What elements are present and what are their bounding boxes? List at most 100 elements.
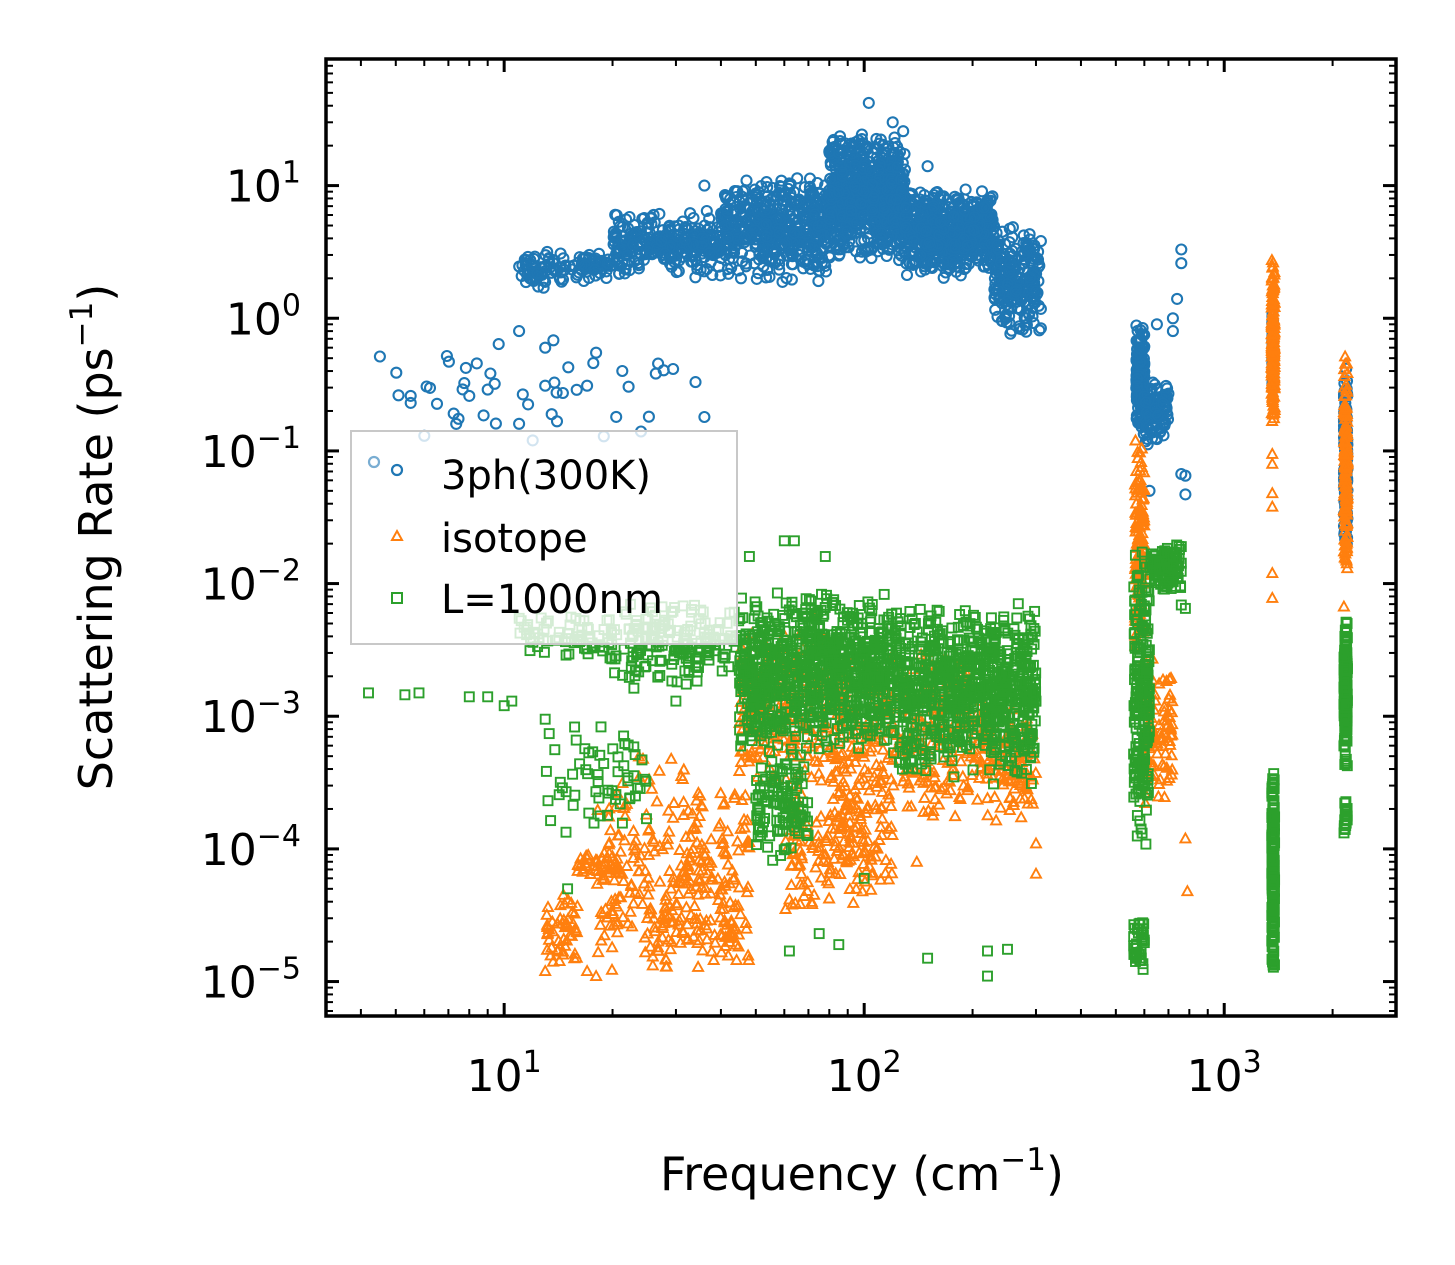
point-3ph (978, 237, 991, 250)
point-3ph (905, 187, 919, 200)
point-3ph (937, 191, 950, 204)
data-points-layer (363, 96, 1355, 982)
point-3ph (775, 238, 788, 251)
point-3ph (632, 259, 645, 272)
point-3ph (626, 238, 639, 251)
point-3ph (875, 227, 888, 240)
point-3ph (738, 231, 751, 244)
point-3ph (853, 138, 866, 151)
point-3ph (899, 201, 912, 214)
point-3ph (876, 152, 890, 165)
point-3ph (878, 201, 891, 214)
point-3ph (790, 195, 803, 209)
point-3ph (628, 218, 641, 232)
point-3ph (749, 240, 762, 253)
point-3ph (968, 210, 981, 224)
point-3ph (632, 253, 645, 266)
point-3ph (963, 224, 976, 238)
point-3ph (927, 199, 940, 212)
point-3ph (957, 233, 970, 246)
point-3ph (763, 270, 776, 283)
point-3ph (785, 273, 798, 286)
point-3ph (808, 208, 821, 221)
point-3ph (950, 194, 963, 207)
point-3ph (865, 243, 878, 256)
point-3ph (927, 255, 940, 269)
point-3ph (841, 225, 854, 238)
point-3ph (539, 275, 552, 288)
point-3ph (835, 165, 849, 178)
point-3ph (773, 226, 786, 239)
point-3ph (850, 216, 863, 230)
point-3ph (897, 125, 910, 138)
point-3ph (725, 261, 738, 274)
point-3ph (804, 239, 817, 253)
point-3ph (926, 261, 939, 275)
point-3ph (819, 265, 833, 278)
point-3ph (516, 259, 529, 272)
point-3ph (727, 196, 740, 209)
point-3ph (803, 172, 817, 185)
point-3ph (799, 224, 813, 237)
point-3ph (975, 185, 989, 198)
point-3ph (788, 227, 801, 240)
point-3ph (752, 253, 766, 266)
point-3ph (823, 213, 836, 226)
point-3ph (657, 252, 671, 265)
point-3ph (934, 216, 947, 229)
point-3ph (866, 178, 879, 191)
point-3ph (836, 210, 849, 223)
point-3ph (792, 248, 805, 261)
point-3ph (863, 164, 877, 177)
point-3ph (734, 272, 748, 285)
point-3ph (898, 163, 911, 176)
point-3ph (867, 191, 880, 205)
point-3ph (880, 249, 893, 263)
point-3ph (645, 217, 658, 230)
point-3ph (805, 187, 818, 200)
point-3ph (734, 209, 747, 222)
point-3ph (923, 236, 936, 249)
point-3ph (872, 164, 885, 177)
point-3ph (684, 207, 697, 220)
point-3ph (896, 180, 910, 193)
point-3ph (760, 230, 773, 243)
point-3ph (792, 193, 805, 206)
point-3ph (833, 130, 847, 143)
point-3ph (846, 147, 859, 160)
point-3ph (891, 161, 904, 174)
point-3ph (714, 269, 727, 282)
point-3ph (783, 178, 796, 191)
point-3ph (686, 248, 699, 261)
point-3ph (760, 217, 773, 230)
point-3ph (554, 247, 567, 260)
point-3ph (866, 203, 879, 216)
point-3ph (818, 229, 831, 242)
point-3ph (541, 245, 554, 258)
point-3ph (827, 133, 840, 146)
point-3ph (775, 187, 788, 201)
point-3ph (730, 190, 743, 204)
point-3ph (894, 173, 907, 187)
point-3ph (919, 197, 932, 210)
point-3ph (845, 141, 858, 154)
point-3ph (797, 262, 810, 275)
point-3ph (900, 221, 913, 234)
point-3ph (572, 256, 585, 269)
point-3ph (899, 209, 912, 222)
point-3ph (695, 240, 708, 253)
point-3ph (703, 221, 717, 234)
point-3ph (861, 213, 874, 226)
point-3ph (958, 193, 971, 206)
point-3ph (848, 180, 861, 193)
point-3ph (989, 303, 1002, 316)
point-3ph (721, 206, 734, 219)
point-3ph (854, 197, 867, 210)
point-3ph (578, 259, 591, 272)
point-3ph (849, 159, 862, 172)
point-3ph (873, 158, 887, 171)
point-3ph (706, 268, 719, 282)
point-3ph (970, 251, 983, 264)
point-3ph (834, 233, 847, 246)
